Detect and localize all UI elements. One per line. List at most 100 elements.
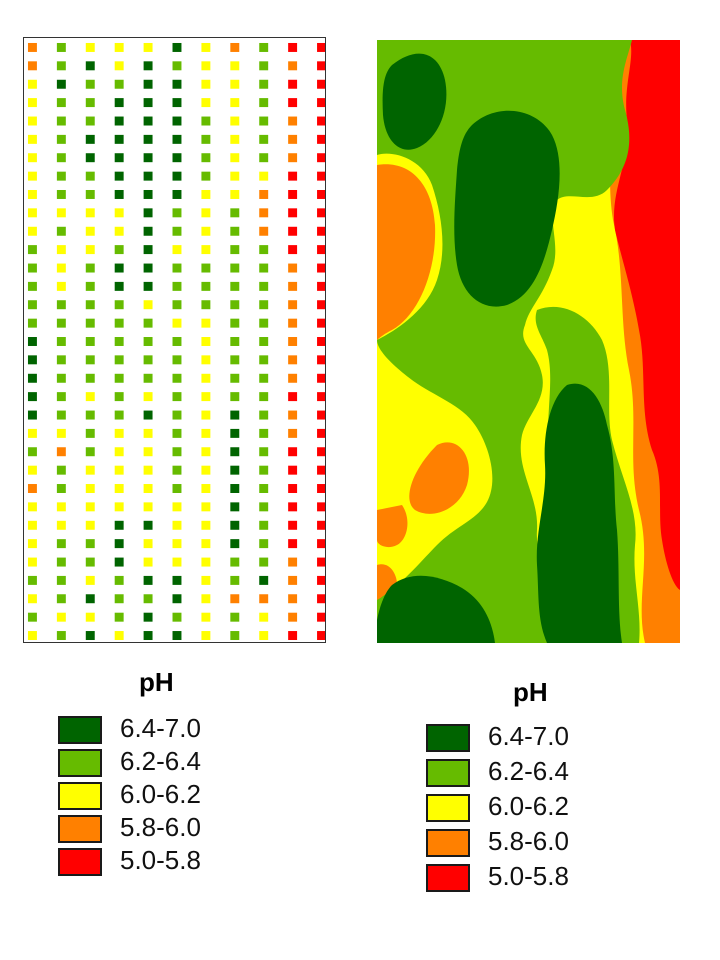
sample-point (172, 575, 182, 585)
sample-point (259, 153, 269, 163)
sample-point (172, 134, 182, 144)
sample-point (85, 557, 95, 567)
sample-point (143, 116, 153, 126)
sample-point (143, 61, 153, 71)
sample-point (143, 428, 153, 438)
sample-point (201, 337, 211, 346)
sample-point (143, 281, 153, 291)
sample-point (288, 484, 298, 493)
sample-point (317, 484, 325, 493)
sample-point (201, 612, 211, 622)
sample-point (114, 337, 124, 346)
sample-point (27, 171, 37, 181)
sample-point (114, 171, 124, 181)
legend-label: 6.2-6.4 (120, 746, 201, 776)
sample-point (230, 153, 240, 163)
sample-point (27, 355, 37, 365)
sample-point (259, 116, 269, 126)
sample-point (85, 355, 95, 365)
sample-point (288, 153, 298, 163)
sample-point (317, 116, 325, 126)
sample-point (56, 281, 66, 291)
sample-point (114, 575, 124, 585)
sample-point (85, 594, 95, 604)
sample-point (259, 42, 269, 52)
sample-point (143, 447, 153, 457)
sample-point (288, 263, 298, 273)
sample-point (230, 281, 240, 291)
sample-point (85, 465, 95, 475)
sample-point (317, 575, 325, 585)
sample-point (288, 447, 298, 457)
sample-point (56, 116, 66, 126)
sample-point (114, 410, 124, 420)
sample-point (143, 79, 153, 89)
sample-point (230, 171, 240, 181)
sample-point (288, 116, 298, 126)
legend-swatch (426, 759, 470, 787)
sample-point (27, 465, 37, 475)
sample-point (317, 539, 325, 549)
legend-item: 6.4-7.0 (58, 713, 318, 749)
sample-point (288, 465, 298, 475)
sample-point (56, 502, 66, 512)
sample-point (172, 263, 182, 273)
sample-point (85, 61, 95, 71)
sample-point (56, 226, 66, 236)
sample-point (317, 245, 325, 255)
sample-point (27, 502, 37, 512)
sample-point (317, 373, 325, 383)
sample-point (27, 79, 37, 89)
sample-point (317, 61, 325, 71)
sample-point (288, 575, 298, 585)
sample-point (56, 612, 66, 622)
sample-point (114, 134, 124, 144)
sample-point (114, 226, 124, 236)
sample-point (201, 171, 211, 181)
sample-point (288, 61, 298, 71)
sample-point (56, 373, 66, 383)
sample-point (56, 300, 66, 310)
sample-point (230, 428, 240, 438)
sample-point (230, 134, 240, 144)
sample-point (201, 281, 211, 291)
sample-point (143, 410, 153, 420)
sample-point (317, 318, 325, 328)
sample-point (114, 484, 124, 493)
sample-point (172, 226, 182, 236)
sample-point (27, 594, 37, 604)
sample-point (259, 520, 269, 530)
sample-point (114, 465, 124, 475)
sample-point (85, 189, 95, 199)
sample-point (201, 575, 211, 585)
sample-point (259, 594, 269, 604)
sample-point (230, 79, 240, 89)
sample-point (114, 373, 124, 383)
sample-point (288, 355, 298, 365)
sample-point (56, 208, 66, 218)
sample-point (143, 392, 153, 402)
sample-point (85, 447, 95, 457)
sample-point (56, 263, 66, 273)
sample-point (114, 392, 124, 402)
sample-point (230, 318, 240, 328)
sample-point (172, 428, 182, 438)
sample-point (172, 557, 182, 567)
sample-point (317, 79, 325, 89)
sample-point (317, 337, 325, 346)
sample-point (259, 79, 269, 89)
sample-point (114, 557, 124, 567)
sample-point (85, 575, 95, 585)
sample-point (143, 263, 153, 273)
sample-point (288, 631, 298, 641)
sample-point (288, 594, 298, 604)
sample-point (259, 134, 269, 144)
sample-point (27, 245, 37, 255)
sample-point (114, 245, 124, 255)
sample-point (201, 410, 211, 420)
sample-point (230, 189, 240, 199)
sample-point (27, 98, 37, 108)
sample-point (259, 245, 269, 255)
sample-point (27, 134, 37, 144)
sample-point (230, 300, 240, 310)
